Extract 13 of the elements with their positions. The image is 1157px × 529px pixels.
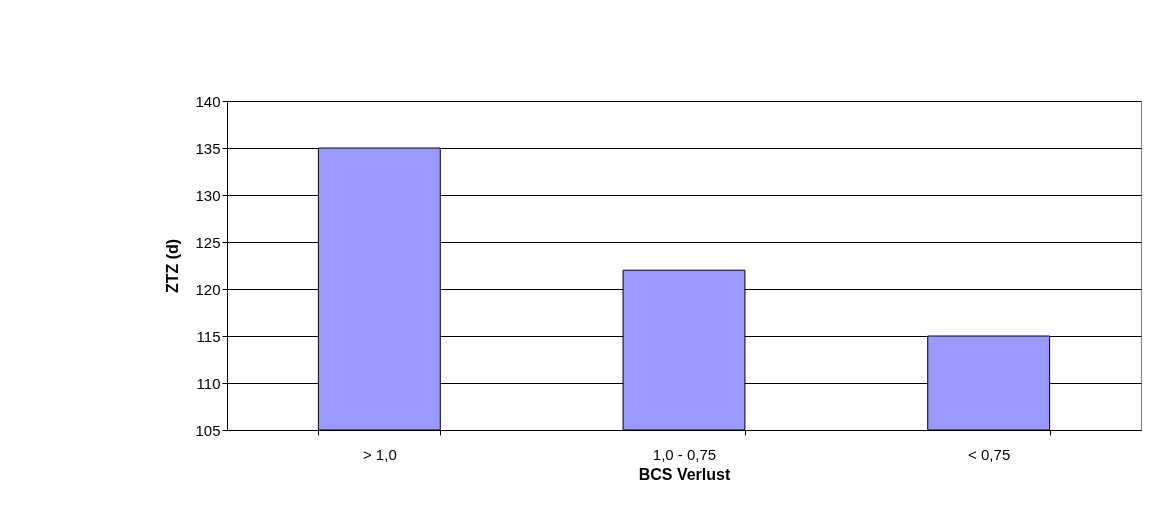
y-tick-label: 130 — [195, 186, 221, 204]
x-tick-label: > 1,0 — [362, 445, 397, 463]
y-tick-label: 135 — [195, 139, 221, 157]
y-tick-label: 105 — [195, 421, 221, 439]
x-tick-label: 1,0 - 0,75 — [652, 445, 717, 463]
y-tick-label: 120 — [195, 280, 221, 298]
x-tick-label: < 0,75 — [968, 445, 1011, 463]
y-tick-label: 115 — [196, 327, 221, 345]
x-axis-title: BCS Verlust — [638, 465, 731, 483]
y-tick-label: 110 — [196, 374, 221, 392]
y-tick-label: 140 — [195, 92, 221, 110]
y-tick-label: 125 — [195, 233, 221, 251]
y-axis-title: ZTZ (d) — [164, 238, 182, 294]
